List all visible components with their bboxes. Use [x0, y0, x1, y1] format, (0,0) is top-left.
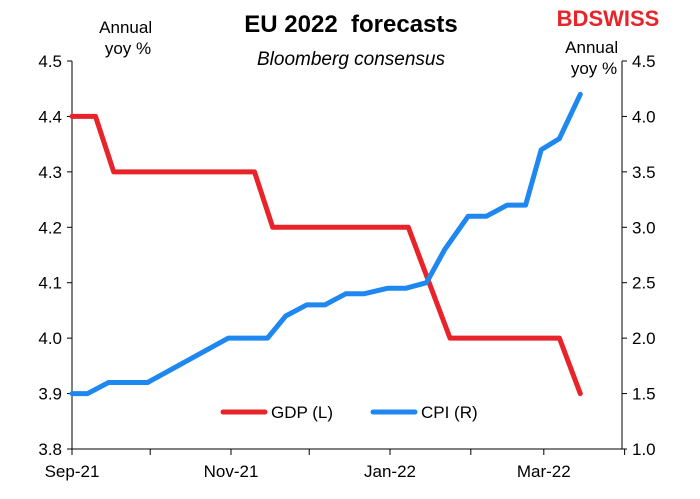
- brand-logo-bd: BD: [557, 6, 589, 31]
- x-axis-tick-label: Sep-21: [45, 462, 100, 481]
- left-axis-tick-label: 4.4: [38, 107, 62, 126]
- left-axis-tick-label: 4.2: [38, 218, 62, 237]
- right-axis-tick-label: 1.0: [632, 440, 656, 459]
- x-axis-tick-label: Mar-22: [517, 462, 571, 481]
- axes: 3.8 3.9 4.0 4.1 4.2 4.3 4.4 4.5 1.0 1.5 2.0 2.5 3.0 3…: [38, 52, 655, 481]
- left-axis-unit-line1: Annual: [99, 18, 152, 37]
- brand-logo: BDSWISS: [557, 6, 660, 31]
- legend-label-gdp: GDP (L): [271, 403, 333, 422]
- legend-label-cpi: CPI (R): [421, 403, 478, 422]
- right-axis-unit-line2: yoy %: [571, 59, 617, 78]
- left-axis-tick-label: 3.9: [38, 385, 62, 404]
- left-axis-tick-label: 3.8: [38, 440, 62, 459]
- right-axis-tick-label: 1.5: [632, 385, 656, 404]
- x-axis-tick-label: Nov-21: [204, 462, 259, 481]
- right-axis-unit: Annual yoy %: [565, 38, 623, 78]
- left-axis-unit: Annual yoy %: [99, 18, 157, 58]
- right-axis-tick-label: 2.5: [632, 274, 656, 293]
- right-axis-tick-label: 4.0: [632, 107, 656, 126]
- left-axis-unit-line2: yoy %: [105, 39, 151, 58]
- left-axis-tick-label: 4.3: [38, 163, 62, 182]
- chart-title: EU 2022 forecasts: [244, 11, 457, 38]
- legend: GDP (L) CPI (R): [220, 403, 478, 422]
- x-axis-tick-label: Jan-22: [364, 462, 416, 481]
- right-axis-tick-label: 3.0: [632, 218, 656, 237]
- right-axis-unit-line1: Annual: [565, 38, 618, 57]
- series-layer: [69, 91, 583, 397]
- left-axis-tick-label: 4.0: [38, 329, 62, 348]
- series-line-cpi: [69, 91, 583, 397]
- brand-logo-swiss: SWISS: [588, 6, 659, 31]
- right-axis-tick-label: 2.0: [632, 329, 656, 348]
- right-axis-tick-label: 4.5: [632, 52, 656, 71]
- brand-logo-text: BDSWISS: [557, 6, 660, 31]
- left-axis-tick-label: 4.5: [38, 52, 62, 71]
- series-line-gdp: [69, 113, 583, 397]
- chart-subtitle: Bloomberg consensus: [257, 49, 445, 70]
- left-axis-tick-label: 4.1: [38, 274, 62, 293]
- right-axis-tick-label: 3.5: [632, 163, 656, 182]
